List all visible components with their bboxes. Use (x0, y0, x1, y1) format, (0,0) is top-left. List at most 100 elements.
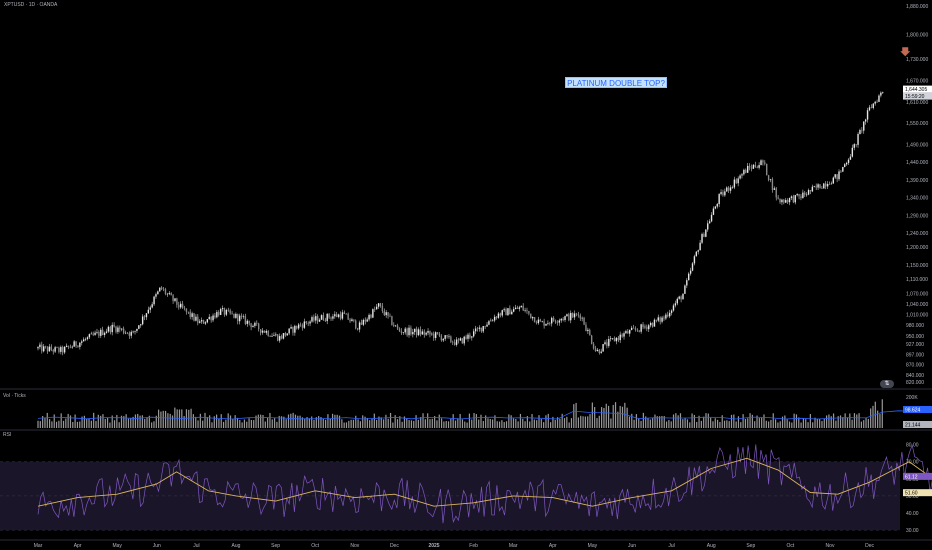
volume-bar (768, 421, 770, 428)
candle-body (832, 177, 835, 184)
candle-body (621, 334, 623, 337)
volume-bar (424, 419, 426, 428)
rsi-pane[interactable] (0, 443, 932, 531)
volume-bar (510, 415, 512, 428)
candle-body (155, 294, 157, 297)
candle-body (117, 327, 119, 332)
price-axis[interactable]: 1,880.000 1,800.000 1,730.000 1,670.000 1,61… (903, 4, 932, 534)
volume-bar (322, 418, 324, 428)
candle-body (703, 234, 705, 237)
volume-bar (791, 422, 793, 428)
volume-bar (364, 416, 366, 428)
volume-bar (229, 415, 232, 428)
candle-body (383, 311, 385, 316)
candle-body (242, 316, 245, 317)
volume-bar (371, 418, 373, 428)
volume-bar (352, 419, 355, 428)
volume-bar (197, 420, 199, 428)
candle-body (492, 320, 494, 322)
candle-body (442, 338, 444, 341)
candle-body (649, 322, 652, 326)
candle-body (541, 321, 543, 322)
candle-body (307, 322, 309, 324)
volume-bar (659, 416, 661, 428)
volume-bar (642, 412, 644, 428)
candle-body (343, 312, 346, 314)
candle-body (600, 351, 602, 353)
volume-bar (756, 415, 758, 428)
candle-body (830, 183, 833, 185)
volume-bar (496, 421, 498, 428)
volume-bar (90, 420, 92, 428)
volume-bar (53, 414, 55, 428)
volume-bar (160, 411, 162, 428)
candle-body (552, 317, 555, 321)
volume-bar (113, 420, 116, 428)
double-top-annotation[interactable]: PLATINUM DOUBLE TOP? (565, 77, 667, 88)
candle-body (172, 295, 174, 301)
candle-body (547, 323, 549, 324)
volume-bar (162, 410, 164, 428)
volume-bar (624, 402, 626, 428)
candle-body (254, 322, 256, 326)
candle-body (159, 287, 161, 292)
volume-bar (740, 422, 742, 428)
candle-body (147, 309, 150, 314)
volume-bar (561, 413, 563, 428)
volume-bar (663, 416, 665, 428)
candle-body (237, 313, 239, 322)
volume-bar (438, 414, 440, 428)
candle-body (107, 326, 110, 332)
candle-body (423, 331, 425, 335)
volume-pane[interactable] (37, 399, 932, 428)
volume-bar (826, 415, 828, 428)
candle-body (853, 144, 855, 148)
price-tick-label: 870.000 (906, 362, 924, 368)
candle-body (796, 194, 798, 196)
volume-bar (626, 407, 628, 428)
candle-body (815, 186, 817, 188)
candle-body (638, 330, 640, 332)
volume-bar (547, 413, 549, 428)
candle-body (590, 335, 593, 344)
volume-bar (635, 414, 638, 428)
candle-body (292, 327, 294, 333)
candle-body (301, 325, 304, 328)
price-pane[interactable] (37, 47, 932, 356)
volume-bar (665, 421, 668, 428)
candle-body (250, 323, 252, 328)
candle-body (646, 326, 648, 330)
volume-bar (633, 419, 635, 428)
candle-body (598, 349, 600, 353)
candle-body (101, 329, 104, 335)
time-axis[interactable]: Mar Apr May Jun Jul Aug Sep Oct Nov Dec 2025 Feb Mar… (34, 543, 875, 549)
candle-body (478, 327, 481, 329)
candle-body (566, 314, 568, 317)
volume-bar (691, 413, 693, 428)
candle-body (322, 315, 325, 321)
volume-bar (299, 415, 301, 428)
candle-body (372, 309, 374, 318)
scale-icon[interactable]: ⇅ (880, 380, 894, 388)
price-tick-label: 927.000 (906, 342, 924, 348)
candle-body (691, 263, 694, 271)
volume-bar (389, 412, 392, 428)
month-tick-label: Mar (509, 543, 518, 549)
candle-body (60, 346, 62, 352)
volume-bar (879, 413, 881, 428)
candle-body (682, 293, 684, 300)
volume-bar (269, 412, 271, 428)
volume-bar (417, 419, 419, 428)
volume-bar (466, 422, 468, 428)
month-tick-label: Apr (74, 543, 82, 549)
month-tick-label: Jun (628, 543, 636, 549)
volume-bar (359, 421, 362, 428)
volume-bar (795, 414, 798, 428)
price-tick-label: 1,390.000 (906, 178, 928, 184)
candle-body (297, 324, 300, 329)
candle-body (762, 160, 764, 163)
candle-body (320, 315, 323, 320)
candle-body (611, 338, 614, 339)
candle-body (105, 331, 108, 333)
